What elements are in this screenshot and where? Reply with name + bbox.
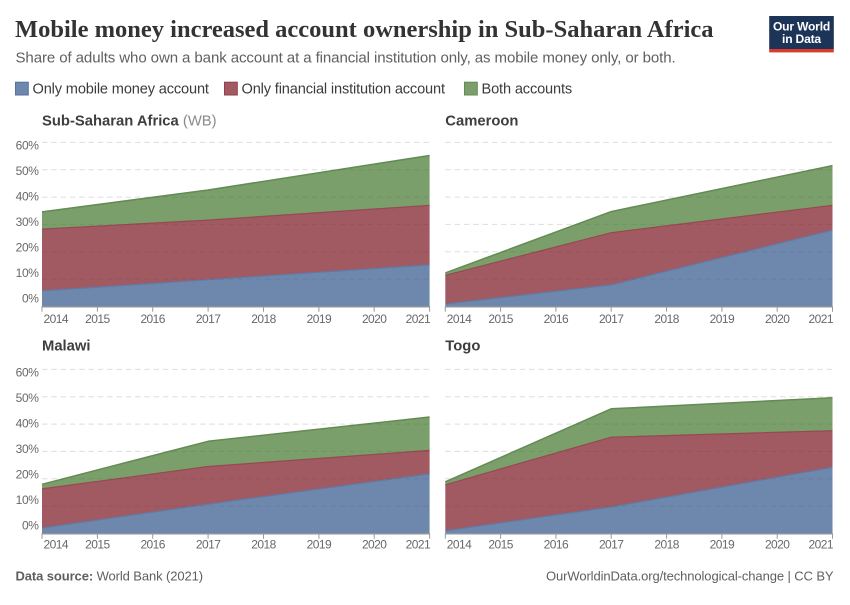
svg-text:2021: 2021: [809, 312, 834, 326]
svg-text:Both accounts: Both accounts: [482, 82, 573, 98]
svg-text:2014: 2014: [44, 312, 69, 326]
svg-text:Cameroon: Cameroon: [445, 114, 518, 130]
svg-text:Data source: World Bank (2021): Data source: World Bank (2021): [16, 569, 204, 584]
svg-text:in Data: in Data: [782, 32, 821, 46]
svg-text:2020: 2020: [362, 537, 387, 551]
svg-text:30%: 30%: [16, 215, 40, 229]
svg-text:Our World: Our World: [773, 19, 830, 33]
svg-text:Only financial institution acc: Only financial institution account: [242, 82, 445, 98]
svg-text:2018: 2018: [251, 312, 276, 326]
svg-text:2017: 2017: [196, 312, 221, 326]
svg-text:2015: 2015: [488, 537, 513, 551]
svg-text:Togo: Togo: [445, 339, 480, 355]
svg-text:2015: 2015: [85, 537, 110, 551]
svg-text:2020: 2020: [765, 537, 790, 551]
svg-text:2019: 2019: [307, 537, 332, 551]
svg-text:2018: 2018: [654, 537, 679, 551]
svg-text:OurWorldinData.org/technologic: OurWorldinData.org/technological-change …: [546, 569, 834, 584]
svg-text:2017: 2017: [599, 312, 624, 326]
svg-text:20%: 20%: [16, 468, 40, 482]
svg-text:Only mobile money account: Only mobile money account: [33, 82, 209, 98]
svg-text:2019: 2019: [710, 537, 735, 551]
svg-text:Sub-Saharan Africa (WB): Sub-Saharan Africa (WB): [42, 114, 217, 130]
svg-text:10%: 10%: [16, 266, 40, 280]
svg-text:2016: 2016: [544, 537, 569, 551]
svg-text:0%: 0%: [22, 519, 39, 533]
svg-text:2015: 2015: [85, 312, 110, 326]
svg-text:Mobile money increased account: Mobile money increased account ownership…: [15, 16, 714, 43]
svg-text:2016: 2016: [140, 537, 165, 551]
svg-text:2019: 2019: [307, 312, 332, 326]
svg-text:40%: 40%: [16, 417, 40, 431]
svg-text:Share of adults who own a bank: Share of adults who own a bank account a…: [16, 50, 676, 67]
svg-text:20%: 20%: [16, 241, 40, 255]
svg-text:30%: 30%: [16, 442, 40, 456]
svg-text:2020: 2020: [362, 312, 387, 326]
svg-text:0%: 0%: [22, 292, 39, 306]
svg-text:2014: 2014: [447, 537, 472, 551]
svg-text:50%: 50%: [16, 391, 40, 405]
svg-text:2021: 2021: [406, 537, 431, 551]
svg-text:2014: 2014: [44, 537, 69, 551]
svg-text:2016: 2016: [140, 312, 165, 326]
svg-text:2017: 2017: [599, 537, 624, 551]
svg-text:2018: 2018: [251, 537, 276, 551]
svg-text:2020: 2020: [765, 312, 790, 326]
svg-text:2021: 2021: [809, 537, 834, 551]
svg-text:60%: 60%: [16, 139, 40, 153]
svg-text:2018: 2018: [654, 312, 679, 326]
svg-text:2016: 2016: [544, 312, 569, 326]
svg-text:2021: 2021: [406, 312, 431, 326]
svg-text:Malawi: Malawi: [42, 339, 91, 355]
svg-text:60%: 60%: [16, 366, 40, 380]
svg-text:2014: 2014: [447, 312, 472, 326]
svg-text:10%: 10%: [16, 493, 40, 507]
svg-text:40%: 40%: [16, 190, 40, 204]
svg-text:2019: 2019: [710, 312, 735, 326]
svg-text:50%: 50%: [16, 164, 40, 178]
svg-text:2015: 2015: [488, 312, 513, 326]
svg-text:2017: 2017: [196, 537, 221, 551]
